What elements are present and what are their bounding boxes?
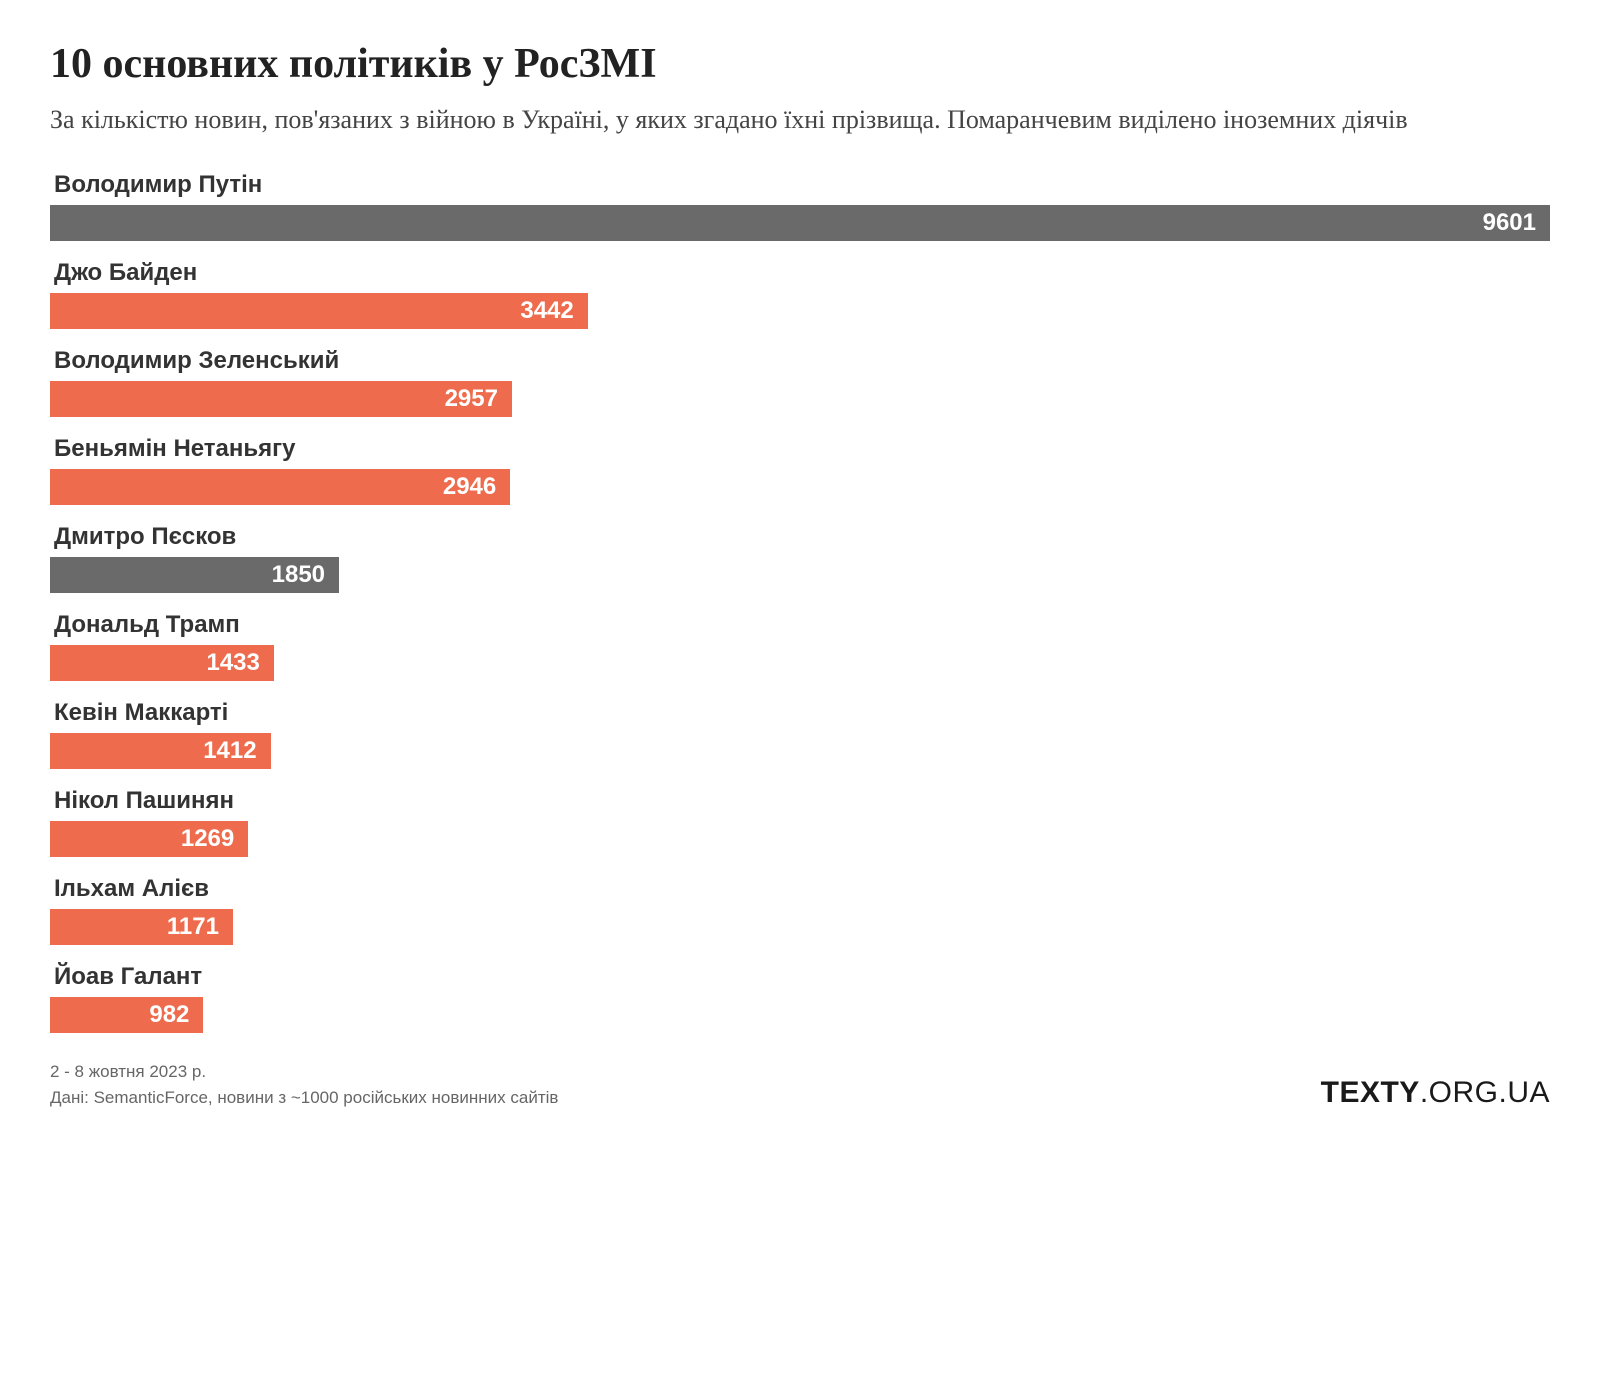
- chart-footer: 2 - 8 жовтня 2023 р. Дані: SemanticForce…: [50, 1059, 1550, 1110]
- bar-label: Нікол Пашинян: [54, 787, 1550, 815]
- bar-item: Нікол Пашинян 1269: [50, 787, 1550, 857]
- bar-value: 1171: [167, 913, 219, 941]
- bar-value: 1269: [181, 825, 234, 853]
- bar-chart: Володимир Путін 9601 Джо Байден 3442 Володим…: [50, 171, 1550, 1033]
- chart-subtitle: За кількістю новин, пов'язаних з війною …: [50, 102, 1550, 137]
- bar-fill: 982: [50, 997, 203, 1033]
- bar-label: Дмитро Пєсков: [54, 523, 1550, 551]
- bar-fill: 1171: [50, 909, 233, 945]
- bar-item: Кевін Маккарті 1412: [50, 699, 1550, 769]
- bar-fill: 1269: [50, 821, 248, 857]
- bar-label: Володимир Путін: [54, 171, 1550, 199]
- chart-title: 10 основних політиків у РосЗМІ: [50, 40, 1550, 88]
- bar-track: 3442: [50, 293, 1550, 329]
- bar-track: 2946: [50, 469, 1550, 505]
- bar-value: 982: [149, 1001, 189, 1029]
- bar-label: Беньямін Нетаньягу: [54, 435, 1550, 463]
- bar-label: Джо Байден: [54, 259, 1550, 287]
- footer-logo: TEXTY.ORG.UA: [1321, 1076, 1550, 1110]
- bar-item: Беньямін Нетаньягу 2946: [50, 435, 1550, 505]
- bar-label: Ільхам Алієв: [54, 875, 1550, 903]
- bar-item: Дмитро Пєсков 1850: [50, 523, 1550, 593]
- bar-track: 2957: [50, 381, 1550, 417]
- bar-value: 2957: [445, 385, 498, 413]
- bar-item: Джо Байден 3442: [50, 259, 1550, 329]
- bar-fill: 9601: [50, 205, 1550, 241]
- bar-track: 1269: [50, 821, 1550, 857]
- bar-fill: 1850: [50, 557, 339, 593]
- bar-item: Йоав Галант 982: [50, 963, 1550, 1033]
- bar-label: Кевін Маккарті: [54, 699, 1550, 727]
- bar-fill: 1412: [50, 733, 271, 769]
- bar-value: 1850: [272, 561, 325, 589]
- bar-label: Володимир Зеленський: [54, 347, 1550, 375]
- bar-item: Володимир Зеленський 2957: [50, 347, 1550, 417]
- bar-track: 1850: [50, 557, 1550, 593]
- footer-date-range: 2 - 8 жовтня 2023 р.: [50, 1059, 558, 1085]
- bar-value: 2946: [443, 473, 496, 501]
- bar-label: Дональд Трамп: [54, 611, 1550, 639]
- bar-track: 982: [50, 997, 1550, 1033]
- logo-light: .ORG.UA: [1420, 1076, 1550, 1109]
- footer-source: 2 - 8 жовтня 2023 р. Дані: SemanticForce…: [50, 1059, 558, 1110]
- bar-track: 1412: [50, 733, 1550, 769]
- bar-track: 1171: [50, 909, 1550, 945]
- bar-item: Дональд Трамп 1433: [50, 611, 1550, 681]
- bar-item: Ільхам Алієв 1171: [50, 875, 1550, 945]
- bar-fill: 3442: [50, 293, 588, 329]
- bar-value: 3442: [520, 297, 573, 325]
- footer-data-source: Дані: SemanticForce, новини з ~1000 росі…: [50, 1085, 558, 1111]
- bar-fill: 2957: [50, 381, 512, 417]
- bar-fill: 1433: [50, 645, 274, 681]
- bar-track: 9601: [50, 205, 1550, 241]
- bar-value: 9601: [1483, 209, 1536, 237]
- bar-item: Володимир Путін 9601: [50, 171, 1550, 241]
- bar-fill: 2946: [50, 469, 510, 505]
- bar-value: 1412: [203, 737, 256, 765]
- bar-label: Йоав Галант: [54, 963, 1550, 991]
- bar-track: 1433: [50, 645, 1550, 681]
- bar-value: 1433: [206, 649, 259, 677]
- logo-bold: TEXTY: [1321, 1076, 1420, 1109]
